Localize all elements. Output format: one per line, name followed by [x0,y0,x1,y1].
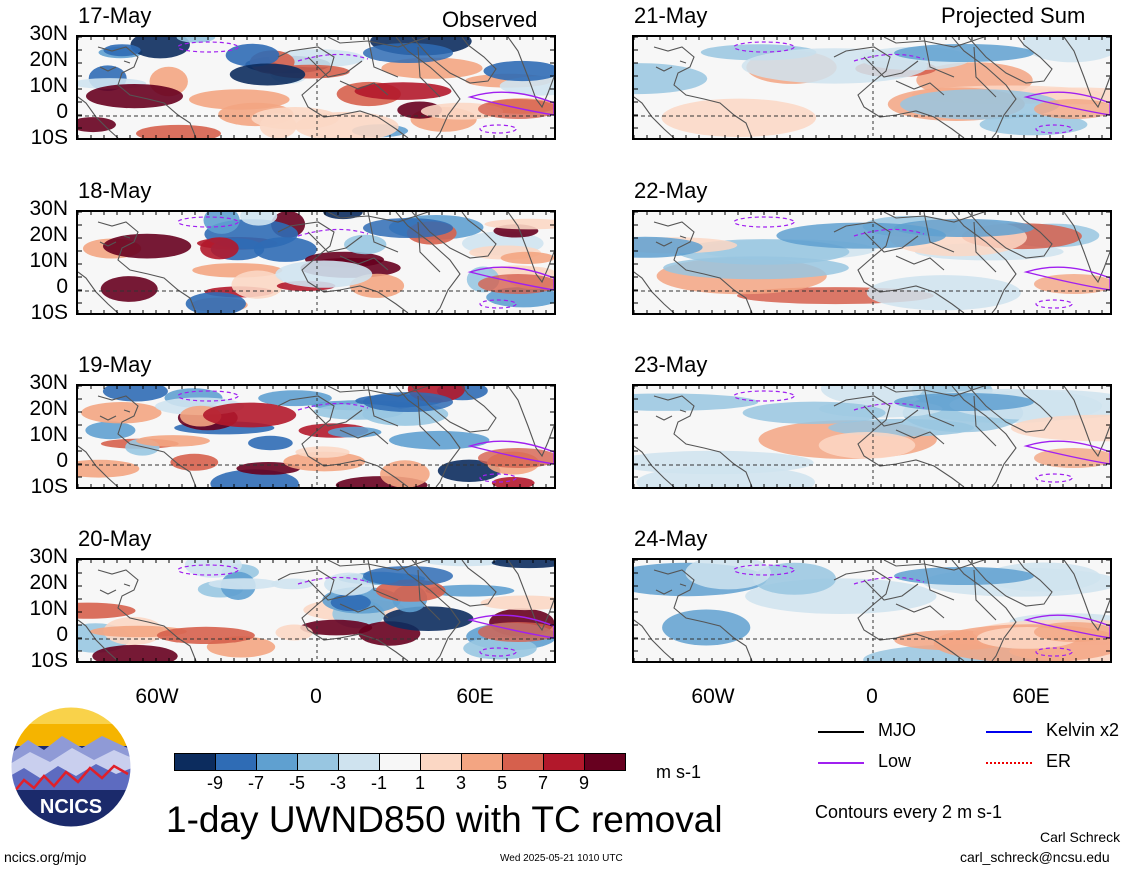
lat-label: 10S [30,301,68,324]
legend-swatch-low [818,762,864,764]
lon-label-0-right: 0 [866,685,878,708]
panel-date-2: 19-May [78,352,152,377]
legend-label-kelvin: Kelvin x2 [1046,720,1120,740]
footer-url[interactable]: ncics.org/mjo [4,849,87,865]
observed-header: Observed [442,7,538,32]
colorbar-label: -5 [288,773,305,793]
colorbar-swatch [379,753,421,771]
colorbar-label: 3 [455,773,466,793]
legend-swatch-mjo [818,731,864,733]
projected-sum-header: Projected Sum [941,3,1086,28]
colorbar-swatch [420,753,462,771]
colorbar-swatch [297,753,339,771]
colorbar-swatch [543,753,585,771]
legend-swatch-kelvin [986,731,1032,733]
lat-label: 10N [29,597,68,620]
lat-label: 10S [30,126,68,149]
ncics-logo[interactable]: NCICS [10,706,132,828]
panel-date-4: 21-May [634,3,708,28]
lon-label-60e-right: 60E [1012,685,1050,708]
colorbar-label: 1 [414,773,425,793]
logo-text: NCICS [40,796,102,818]
panel-date-1: 18-May [78,178,152,203]
colorbar-label: 7 [537,773,548,793]
lat-label: 0 [56,623,68,646]
lat-label: 10S [30,649,68,672]
legend-swatch-er [986,762,1032,764]
colorbar-label: -9 [206,773,223,793]
lat-label: 20N [29,48,68,71]
colorbar-swatch [174,753,216,771]
panel-date-3: 20-May [78,526,152,551]
lat-label: 10N [29,423,68,446]
map-panel-18-may [76,210,556,315]
lon-label-60e-left: 60E [456,685,494,708]
lat-label: 20N [29,571,68,594]
legend-label-er: ER [1046,751,1072,771]
map-panel-17-may [76,35,556,140]
map-panel-19-may [76,384,556,489]
lat-label: 0 [56,100,68,123]
legend-label-low: Low [878,751,912,771]
colorbar-swatch [502,753,544,771]
lat-label: 30N [29,371,68,394]
contour-note: Contours every 2 m s-1 [815,802,1003,822]
lat-label: 30N [29,22,68,45]
colorbar-swatch [256,753,298,771]
panel-date-0: 17-May [78,3,152,28]
colorbar-label: -3 [329,773,346,793]
panel-date-6: 23-May [634,352,708,377]
lat-label: 0 [56,275,68,298]
lat-label: 20N [29,397,68,420]
lat-label: 10N [29,74,68,97]
lat-label: 30N [29,197,68,220]
colorbar-swatch [461,753,503,771]
lat-label: 10N [29,249,68,272]
map-panel-22-may [632,210,1112,315]
colorbar-label: 5 [496,773,507,793]
legend-label-mjo: MJO [878,720,916,740]
lat-label: 20N [29,223,68,246]
footer-timestamp: Wed 2025-05-21 1010 UTC [500,853,623,864]
colorbar-label: -1 [370,773,387,793]
panel-date-7: 24-May [634,526,708,551]
colorbar-label: -7 [247,773,264,793]
panel-date-5: 22-May [634,178,708,203]
map-panel-23-may [632,384,1112,489]
colorbar-swatch [215,753,257,771]
lon-label-60w-left: 60W [135,685,179,708]
map-panel-24-may [632,558,1112,663]
lon-label-0-left: 0 [310,685,322,708]
map-panel-21-may [632,35,1112,140]
figure-title: 1-day UWND850 with TC removal [166,799,723,840]
footer-email[interactable]: carl_schreck@ncsu.edu [960,849,1110,865]
lat-label: 30N [29,545,68,568]
colorbar-units: m s-1 [656,762,701,782]
colorbar-swatch [584,753,626,771]
colorbar-swatch [338,753,380,771]
lat-label: 0 [56,449,68,472]
footer-author: Carl Schreck [1040,829,1121,845]
colorbar-label: 9 [578,773,589,793]
map-panel-20-may [76,558,556,663]
lon-label-60w-right: 60W [691,685,735,708]
lat-label: 10S [30,475,68,498]
